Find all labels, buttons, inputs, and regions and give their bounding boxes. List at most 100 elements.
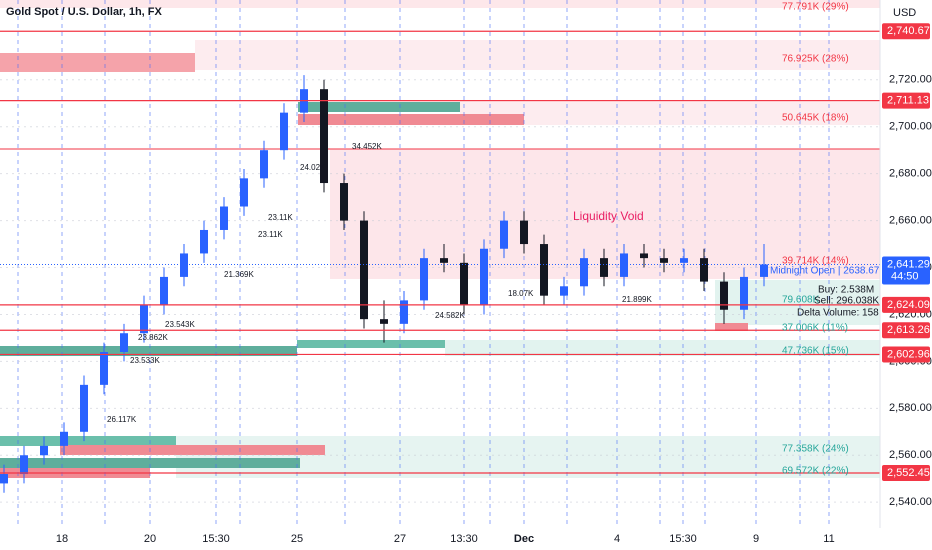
axis: 18 20 15:30 25 27 13:30 Dec 4 15:30 9 11 2,540.00 2,… [56,23,932,545]
annotations: Liquidity Void 77.791K (29%) 76.925K (28%)… [107,2,887,477]
x-tick-label: 15:30 [202,533,230,545]
candle-body [80,384,88,432]
price-level-tag [882,346,930,363]
annotation: 21.369K [224,270,254,279]
annotation: 21.899K [622,295,652,304]
annotation: 77.791K (29%) [782,2,849,13]
annotation: 50.645K (18%) [782,113,849,124]
candle-body [720,281,728,310]
price-level-tag [882,322,930,339]
candle-body [180,253,188,277]
zone [715,323,748,331]
y-tick-label: 2,660.00 [889,214,932,226]
annotation: 24.582K [435,311,465,320]
price-level-label: 2,711.13 [887,95,929,107]
zone [176,436,880,478]
annotation: 77.358K (24%) [782,444,849,455]
candle-body [140,305,148,334]
zone [298,102,460,112]
annotation: Delta Volume: 158.2 [797,308,887,319]
price-level-label: 2,613.26 [887,324,930,336]
candle-body [440,258,448,263]
candle-body [500,220,508,249]
chart-title: Gold Spot / U.S. Dollar, 1h, FX [6,6,163,18]
candle-body [620,253,628,277]
annotation: 18.07K [508,289,534,298]
price-level-tag [882,296,930,313]
annotation: 69.572K (22%) [782,466,849,477]
zone [195,40,880,70]
annotation: 37.006K (11%) [782,323,848,334]
candle-body [200,229,208,254]
y-tick-label: 2,680.00 [889,168,932,180]
zone [0,346,297,356]
annotation: 23.11K [268,213,293,222]
last-price-tag [882,256,930,285]
x-tick-label: 18 [56,533,68,545]
x-tick-label: 4 [614,533,620,545]
price-level-label: 2,624.09 [887,299,930,311]
candle-body [760,264,768,277]
annotation: 23.11K [258,230,283,239]
y-tick-label: 2,720.00 [889,74,932,86]
zone [298,114,524,125]
y-tick-label: 2,580.00 [889,402,932,414]
price-level-tag [882,92,930,109]
annotation: 79.608K [782,295,820,306]
candle-body [540,244,548,296]
candle-body [260,150,268,179]
plot [0,0,880,528]
candle-body [160,276,168,306]
candle-body [700,258,708,282]
zone [0,53,195,72]
x-tick-label: 20 [144,533,156,545]
annotation: 23.862K [138,333,168,342]
annotation: 76.925K (28%) [782,54,849,65]
candle-body [460,262,468,306]
candle-body [340,183,348,221]
zone [0,436,176,446]
x-tick-label: 15:30 [669,533,697,545]
candle-body [220,206,228,230]
price-level-label: 2,602.96 [887,348,930,360]
currency: USD [893,7,916,19]
candle-body [320,89,328,184]
y-tick-label: 2,540.00 [889,496,932,508]
candle-body [400,300,408,324]
candle-body [740,276,748,310]
candle-body [0,474,8,484]
candle-body [280,112,288,151]
candle-body [60,431,68,446]
candle-body [640,253,648,259]
annotation: 23.533K [130,356,160,365]
zone [445,340,880,356]
candle-body [420,258,428,301]
x-tick-label: 25 [291,533,303,545]
annotation: Midnight Open | 2638.67 [770,266,880,277]
price-level-tag [882,464,930,481]
x-tick-label: 27 [394,533,406,545]
candle-body [580,258,588,287]
x-tick-label: 11 [823,533,834,545]
candle-body [380,319,388,324]
y-tick-label: 2,560.00 [889,449,932,461]
candle-body [480,248,488,306]
x-tick-label: 9 [753,533,759,545]
time-axis [0,528,880,550]
candle-body [600,258,608,277]
annotation: 24.02K [300,163,326,172]
candle-body [100,352,108,385]
annotation: 39.714K (14%) [782,256,849,267]
candle-body [360,220,368,320]
annotation: Buy: 2.538M [818,285,874,296]
zones [0,0,880,478]
candle-body [680,258,688,263]
candle-body [660,258,668,263]
zone [0,458,300,468]
last-price-label: 2,641.29 [887,258,930,270]
annotation: 23.543K [165,320,195,329]
annotation: 47.736K (15%) [782,346,849,357]
x-tick-label: Dec [514,533,534,545]
zone [297,340,445,348]
